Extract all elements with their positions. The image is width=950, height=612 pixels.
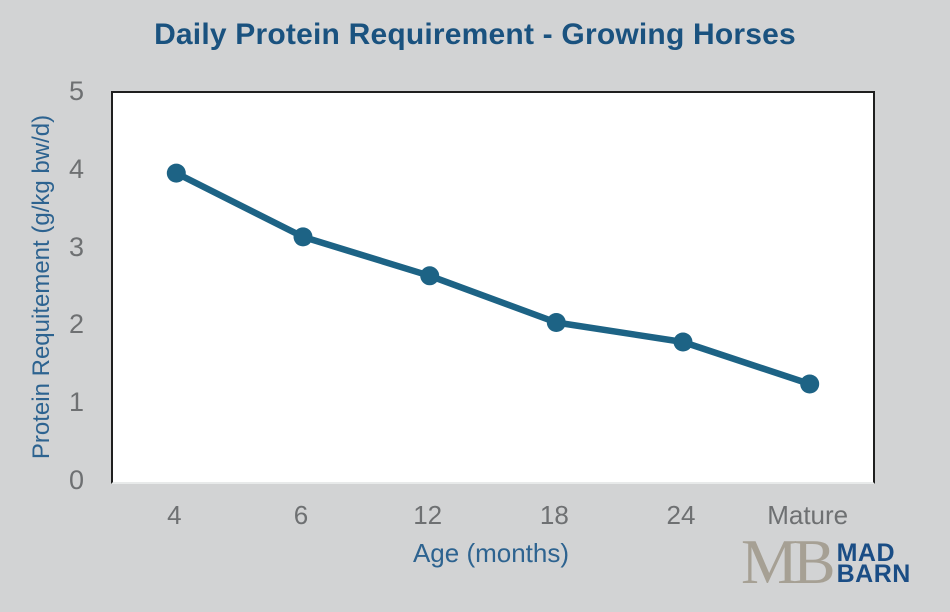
- y-tick-label: 1: [68, 387, 84, 418]
- y-tick-label: 3: [68, 231, 84, 262]
- x-tick-label: 18: [539, 500, 569, 530]
- y-tick-label: 0: [68, 465, 84, 495]
- data-point-marker: [800, 374, 820, 394]
- x-tick-label: Mature: [767, 500, 849, 530]
- x-axis-label: Age (months): [412, 538, 570, 568]
- madbarn-wordmark: MAD BARN: [836, 539, 911, 588]
- plot-area: [111, 91, 875, 484]
- x-tick-label: 24: [666, 500, 696, 530]
- y-tick-label: 2: [68, 309, 84, 340]
- x-tick-label: 6: [293, 500, 309, 530]
- data-point-marker: [293, 227, 313, 247]
- data-point-marker: [420, 266, 440, 286]
- data-point-marker: [166, 163, 186, 183]
- x-tick-label: 4: [167, 500, 182, 530]
- x-tick-label: 12: [413, 500, 443, 530]
- madbarn-wordmark-line1: MAD: [836, 539, 896, 567]
- series-line: [173, 169, 813, 388]
- y-tick-label: 4: [68, 153, 84, 184]
- chart-title: Daily Protein Requirement - Growing Hors…: [154, 18, 796, 51]
- madbarn-logo: MB MAD BARN: [741, 526, 911, 597]
- data-point-marker: [546, 313, 566, 332]
- madbarn-wordmark-line2: BARN: [836, 560, 911, 588]
- data-point-marker: [673, 332, 693, 352]
- line-series-canvas: [166, 163, 820, 394]
- y-tick-label: 5: [68, 76, 84, 106]
- madbarn-monogram: MB: [741, 526, 836, 597]
